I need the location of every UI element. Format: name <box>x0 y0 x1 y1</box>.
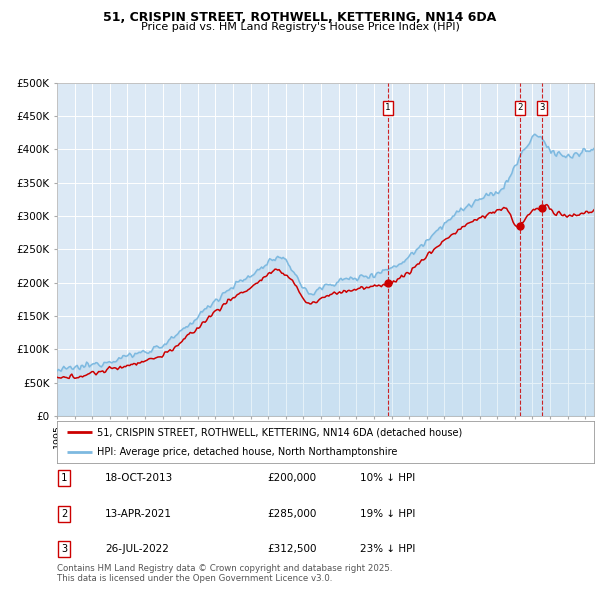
Text: 3: 3 <box>540 103 545 113</box>
Text: 2: 2 <box>61 509 67 519</box>
Text: 13-APR-2021: 13-APR-2021 <box>105 509 172 519</box>
Text: £200,000: £200,000 <box>267 473 316 483</box>
Text: 26-JUL-2022: 26-JUL-2022 <box>105 544 169 554</box>
Text: 18-OCT-2013: 18-OCT-2013 <box>105 473 173 483</box>
Text: 23% ↓ HPI: 23% ↓ HPI <box>360 544 415 554</box>
Text: 51, CRISPIN STREET, ROTHWELL, KETTERING, NN14 6DA: 51, CRISPIN STREET, ROTHWELL, KETTERING,… <box>103 11 497 24</box>
Text: 3: 3 <box>61 544 67 554</box>
Text: 10% ↓ HPI: 10% ↓ HPI <box>360 473 415 483</box>
Text: 51, CRISPIN STREET, ROTHWELL, KETTERING, NN14 6DA (detached house): 51, CRISPIN STREET, ROTHWELL, KETTERING,… <box>97 427 463 437</box>
Text: 1: 1 <box>61 473 67 483</box>
Text: 2: 2 <box>517 103 523 113</box>
Text: £312,500: £312,500 <box>267 544 317 554</box>
Text: HPI: Average price, detached house, North Northamptonshire: HPI: Average price, detached house, Nort… <box>97 447 398 457</box>
Text: £285,000: £285,000 <box>267 509 316 519</box>
Text: Contains HM Land Registry data © Crown copyright and database right 2025.
This d: Contains HM Land Registry data © Crown c… <box>57 563 392 583</box>
Text: 1: 1 <box>385 103 391 113</box>
Text: Price paid vs. HM Land Registry's House Price Index (HPI): Price paid vs. HM Land Registry's House … <box>140 22 460 32</box>
Text: 19% ↓ HPI: 19% ↓ HPI <box>360 509 415 519</box>
